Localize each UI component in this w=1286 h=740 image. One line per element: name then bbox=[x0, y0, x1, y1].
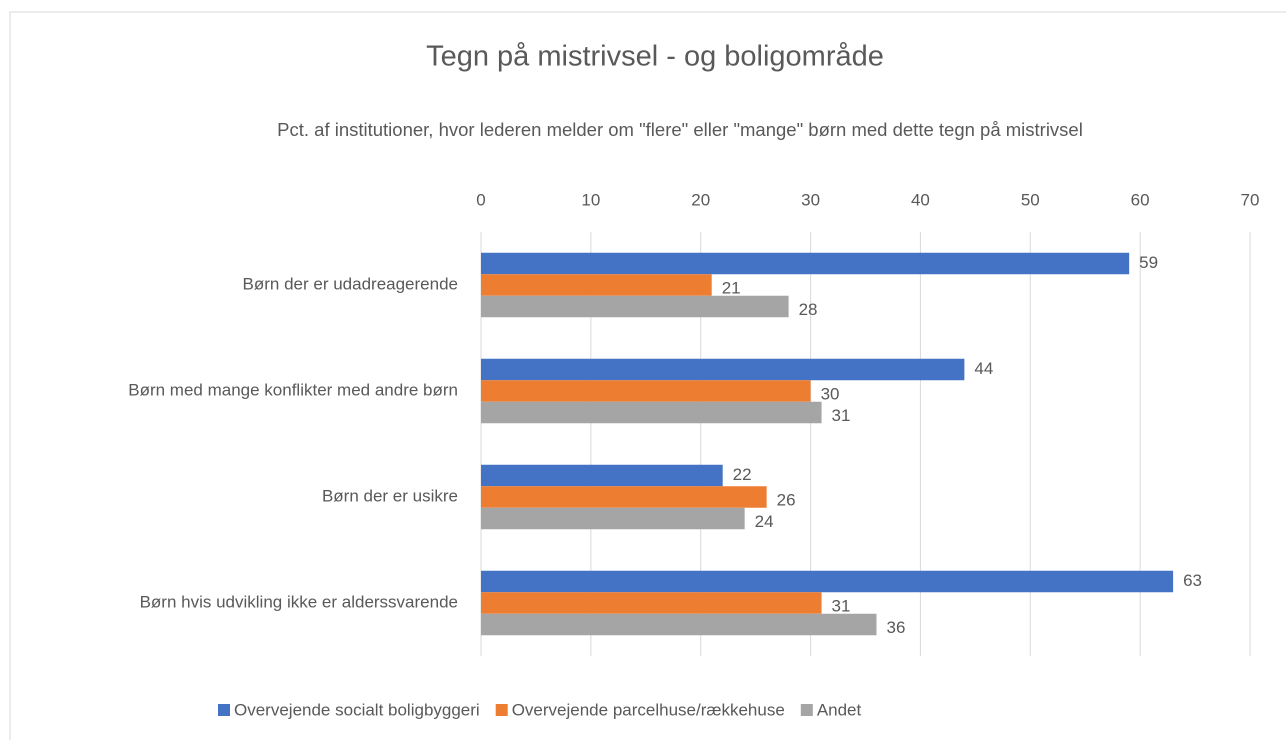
legend-swatch bbox=[800, 704, 813, 716]
legend-label: Overvejende socialt boligbyggeri bbox=[234, 700, 480, 719]
data-label: 26 bbox=[777, 490, 796, 509]
bar bbox=[481, 295, 789, 318]
y-tick-label: Børn med mange konflikter med andre børn bbox=[128, 380, 458, 399]
legend-swatch bbox=[218, 704, 230, 716]
data-label: 59 bbox=[1139, 253, 1158, 272]
data-label: 31 bbox=[832, 406, 851, 425]
bar bbox=[481, 592, 822, 614]
bar bbox=[481, 358, 965, 381]
data-label: 24 bbox=[755, 512, 774, 531]
chart-border bbox=[9, 11, 1286, 740]
x-tick-label: 60 bbox=[1131, 190, 1150, 209]
x-tick-label: 10 bbox=[581, 190, 600, 209]
bar bbox=[481, 507, 745, 530]
x-tick-label: 70 bbox=[1241, 190, 1260, 209]
bar bbox=[481, 464, 723, 487]
bar bbox=[481, 570, 1174, 593]
data-label: 21 bbox=[722, 278, 741, 297]
y-tick-label: Børn der er usikre bbox=[322, 486, 458, 505]
chart-title: Tegn på mistrivsel - og boligområde bbox=[426, 41, 884, 73]
x-tick-label: 30 bbox=[801, 190, 820, 209]
data-label: 30 bbox=[821, 384, 840, 403]
bar bbox=[481, 274, 712, 296]
data-label: 44 bbox=[974, 359, 993, 378]
chart-subtitle: Pct. af institutioner, hvor lederen meld… bbox=[277, 119, 1083, 140]
legend-label: Andet bbox=[817, 700, 862, 719]
y-tick-label: Børn der er udadreagerende bbox=[243, 274, 458, 293]
legend-label: Overvejende parcelhuse/rækkehuse bbox=[512, 700, 785, 719]
legend-swatch bbox=[495, 704, 508, 716]
data-label: 31 bbox=[832, 596, 851, 615]
x-tick-label: 0 bbox=[476, 190, 485, 209]
bar bbox=[481, 401, 822, 424]
x-tick-label: 40 bbox=[911, 190, 930, 209]
y-tick-label: Børn hvis udvikling ikke er alderssvaren… bbox=[140, 592, 458, 611]
data-label: 22 bbox=[733, 465, 752, 484]
data-label: 28 bbox=[799, 300, 818, 319]
x-tick-label: 50 bbox=[1021, 190, 1040, 209]
bar bbox=[481, 613, 877, 636]
bar bbox=[481, 486, 767, 508]
bar bbox=[481, 252, 1130, 275]
data-label: 63 bbox=[1183, 571, 1202, 590]
bar bbox=[481, 380, 811, 402]
data-label: 36 bbox=[886, 618, 905, 637]
x-tick-label: 20 bbox=[691, 190, 710, 209]
